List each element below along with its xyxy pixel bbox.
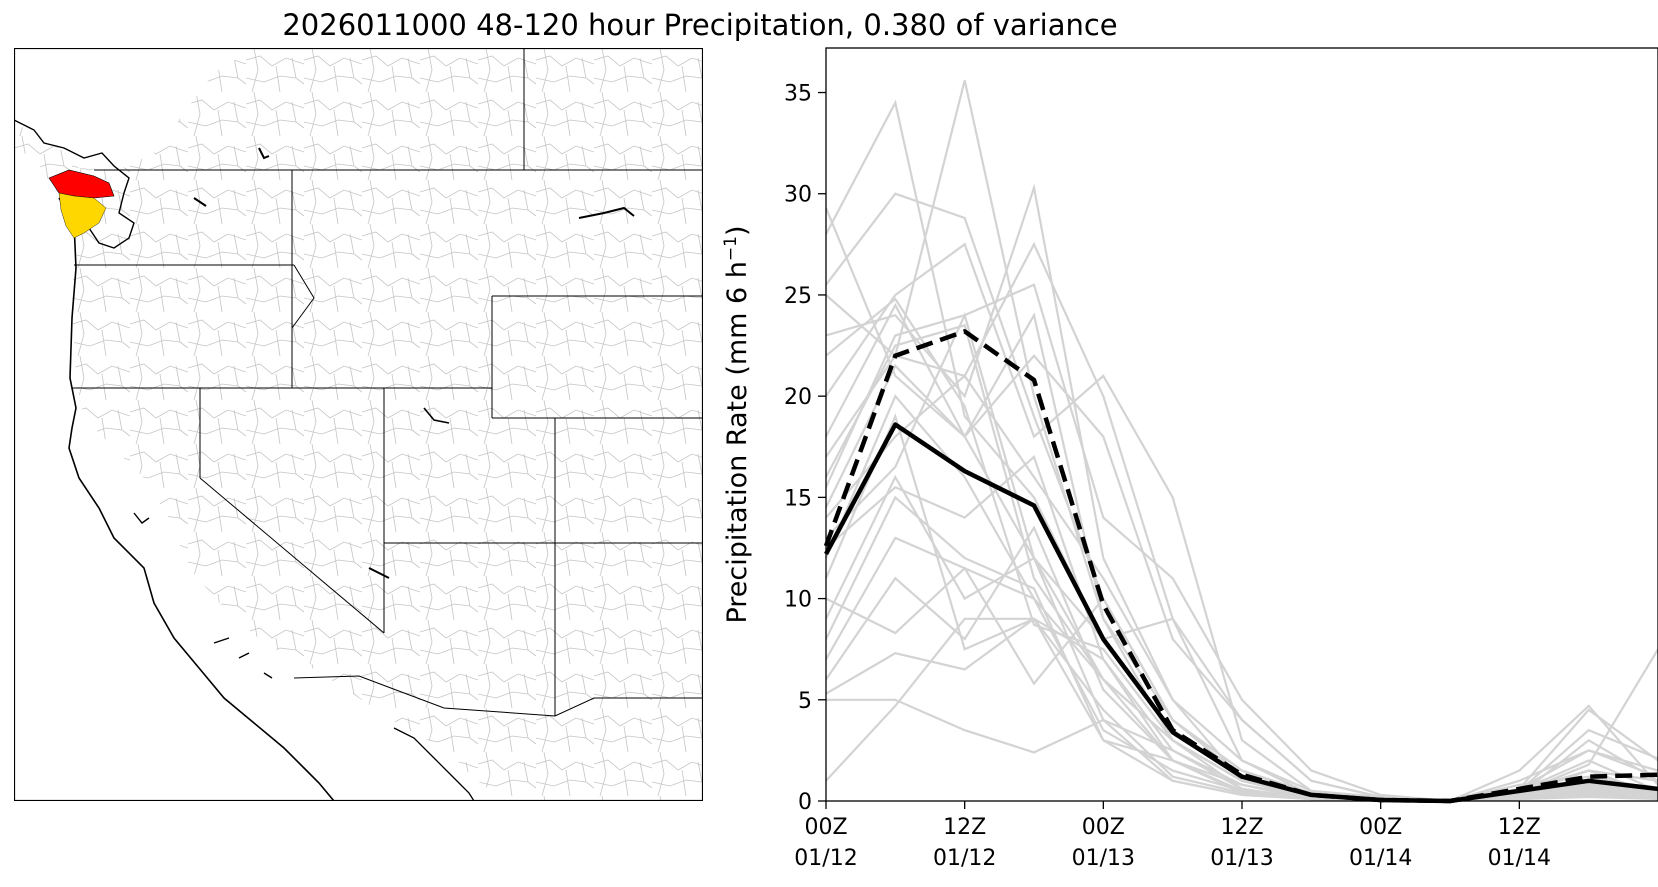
y-axis-ticks: 0 5 10 15 20 25 30 35 — [784, 82, 826, 815]
ensemble-line-7 — [825, 241, 1658, 803]
ensemble-line-12 — [824, 413, 1658, 803]
y-tick-label: 5 — [798, 689, 812, 714]
ensemble-line-6 — [825, 242, 1658, 803]
chart-panel: 0 5 10 15 20 25 30 35 00Z 01/12 12Z 01/12 00Z 01/13 1… — [720, 40, 1658, 883]
x-tick-label-time: 00Z — [1082, 815, 1125, 840]
ensemble-line-25 — [825, 374, 1658, 803]
precip-line-chart: 0 5 10 15 20 25 30 35 00Z 01/12 12Z 01/12 00Z 01/13 1… — [721, 47, 1658, 871]
y-tick-label: 15 — [784, 486, 812, 511]
ensemble-line-5 — [825, 183, 1658, 803]
land-area — [14, 48, 703, 801]
y-tick-label: 35 — [784, 82, 812, 107]
y-label-main: Precipitation Rate (mm 6 h — [722, 261, 753, 623]
x-tick-label-time: 12Z — [1220, 815, 1263, 840]
x-tick-label-date: 01/14 — [1349, 846, 1412, 871]
x-tick-label-time: 12Z — [1498, 815, 1541, 840]
x-tick-label-date: 01/12 — [933, 846, 996, 871]
x-tick-label-time: 00Z — [804, 815, 847, 840]
ensemble-line-9 — [825, 354, 1658, 803]
highlight-yellow-basin — [58, 192, 107, 239]
y-tick-label: 20 — [784, 385, 812, 410]
y-tick-label: 10 — [784, 588, 812, 613]
ensemble-line-24 — [825, 454, 1658, 803]
ensemble-members — [824, 80, 1658, 803]
map-panel — [13, 47, 704, 802]
x-tick-label-time: 12Z — [943, 815, 986, 840]
figure-title: 2026011000 48-120 hour Precipitation, 0.… — [282, 8, 1118, 42]
y-label-sup: −1 — [721, 236, 741, 261]
western-us-basin-map — [13, 47, 704, 802]
ensemble-line-2 — [825, 99, 1658, 803]
x-tick-label-date: 01/13 — [1210, 846, 1273, 871]
y-tick-label: 30 — [784, 183, 812, 208]
ensemble-summary-lines — [823, 329, 1658, 804]
x-tick-label-date: 01/13 — [1072, 846, 1135, 871]
ensemble-line-14 — [825, 474, 1658, 803]
x-tick-label-date: 01/12 — [794, 846, 857, 871]
x-tick-label-time: 00Z — [1359, 815, 1402, 840]
ensemble-line-1 — [824, 207, 1658, 803]
ensemble-line-4 — [825, 80, 1658, 803]
y-label-close: ) — [722, 225, 753, 236]
coastline — [58, 197, 335, 801]
ensemble-mean-line — [824, 422, 1658, 804]
y-tick-label: 0 — [798, 790, 812, 815]
ensemble-line-3 — [825, 192, 1658, 803]
regression-weighted-mean-line — [823, 329, 1658, 804]
y-axis-label: Precipitation Rate (mm 6 h−1) — [721, 225, 753, 623]
x-tick-label-date: 01/14 — [1488, 846, 1551, 871]
ensemble-line-15 — [825, 495, 1658, 803]
x-axis-ticks: 00Z 01/12 12Z 01/12 00Z 01/13 12Z 01/13 00Z 01/14… — [794, 801, 1551, 871]
ensemble-line-23 — [825, 297, 1658, 803]
y-tick-label: 25 — [784, 284, 812, 309]
